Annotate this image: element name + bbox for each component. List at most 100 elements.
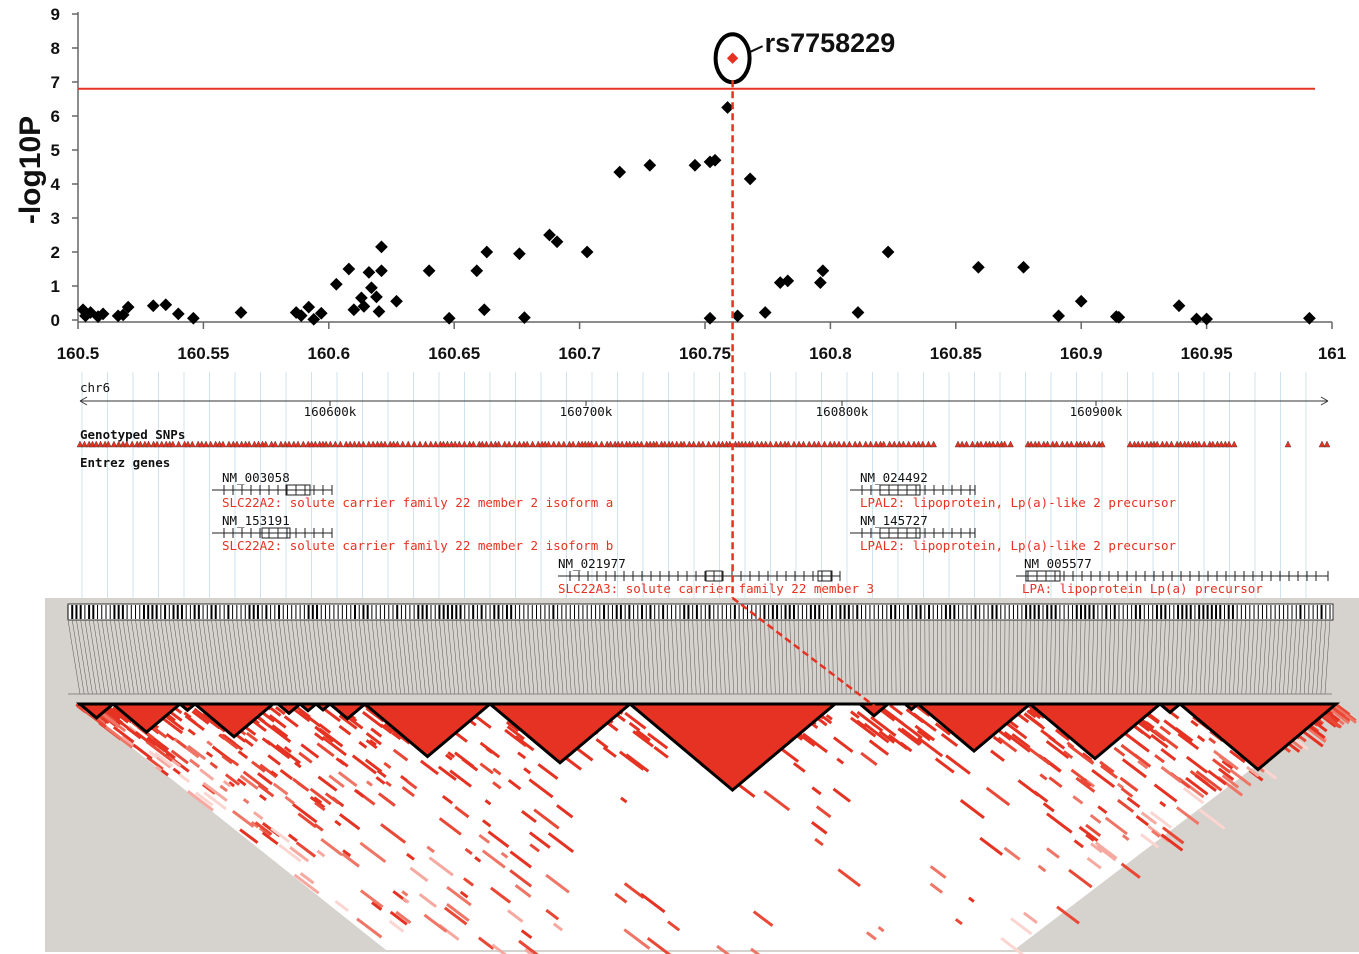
y-axis-label: -log10P <box>14 116 47 224</box>
snp-marker <box>394 440 401 448</box>
snp-marker <box>890 440 898 448</box>
ld-cell <box>1153 783 1178 803</box>
ld-cell <box>462 877 475 887</box>
ld-cell <box>856 710 884 733</box>
snp-connector <box>139 619 152 695</box>
ld-cell <box>478 833 491 844</box>
snp-connector <box>683 619 689 695</box>
snp-connector <box>1104 619 1107 695</box>
snp-marker <box>1284 440 1292 448</box>
snp-marker <box>685 440 693 448</box>
ld-cell <box>437 765 457 781</box>
snp-connector <box>519 619 526 695</box>
snp-connector <box>1237 619 1242 695</box>
snp-connector <box>641 619 647 695</box>
ld-cell <box>1089 813 1102 824</box>
ld-cell <box>832 787 851 803</box>
ld-cell <box>401 786 415 798</box>
snp-connector <box>409 619 418 695</box>
chromosome-tick-label: 160600k <box>304 404 357 419</box>
snp-marker <box>1139 440 1146 448</box>
ld-cell <box>990 749 1005 762</box>
snp-marker <box>115 440 123 448</box>
ld-cell <box>985 786 1011 807</box>
snp-connector <box>1074 619 1078 695</box>
snp-connector <box>717 619 722 695</box>
snp-connector <box>160 619 172 695</box>
snp-marker <box>1068 440 1075 448</box>
snp-marker <box>588 440 595 448</box>
ld-cell <box>1121 758 1147 779</box>
snp-point <box>116 308 130 322</box>
snp-marker <box>919 440 927 448</box>
ld-cell <box>1023 712 1046 730</box>
snp-connector <box>823 619 826 695</box>
snp-connector <box>1191 619 1196 695</box>
snp-marker <box>1185 440 1192 448</box>
snp-connector <box>557 619 564 695</box>
snp-connector <box>143 619 156 695</box>
snp-point <box>1303 311 1316 325</box>
snp-connector <box>819 619 822 695</box>
snp-point <box>851 306 865 319</box>
snp-connector <box>232 619 243 695</box>
snp-connector <box>494 619 501 695</box>
snp-marker <box>705 440 712 448</box>
snp-connector <box>1308 619 1314 695</box>
ld-cell <box>359 841 387 863</box>
ld-cell <box>506 725 525 741</box>
ld-cell <box>1003 846 1021 861</box>
snp-marker <box>294 440 302 448</box>
gene-description: LPAL2: lipoprotein, Lp(a)-like 2 precurs… <box>860 495 1177 510</box>
ld-cell <box>449 769 472 788</box>
snp-connector <box>1187 619 1191 695</box>
snp-marker <box>905 440 912 448</box>
snp-connector <box>396 619 406 695</box>
snp-marker <box>560 440 568 448</box>
ld-cell <box>1163 719 1187 738</box>
snp-connector <box>734 619 739 695</box>
ld-cell <box>228 781 236 788</box>
ld-cell <box>523 767 532 775</box>
snp-connector <box>1129 619 1132 695</box>
ld-cell <box>383 761 392 769</box>
ld-cell <box>792 762 806 773</box>
x-tick-label: 160.95 <box>1181 344 1233 363</box>
snp-connector <box>169 619 181 695</box>
snp-connector <box>287 619 297 695</box>
snp-marker <box>76 440 84 448</box>
snp-connector <box>173 619 185 695</box>
x-tick-label: 160.65 <box>428 344 480 363</box>
ld-cell <box>1073 839 1084 849</box>
snp-marker <box>1081 440 1088 448</box>
snp-marker <box>422 440 429 448</box>
ld-cell <box>388 919 405 933</box>
snp-connector <box>1212 619 1217 695</box>
snp-connector <box>755 619 759 695</box>
snp-marker <box>81 440 88 448</box>
snp-marker <box>219 440 227 448</box>
snp-connector <box>97 619 110 695</box>
ld-cell <box>1009 917 1033 936</box>
ld-cell <box>545 908 560 921</box>
snp-marker <box>851 440 859 448</box>
ld-cell <box>1208 737 1217 745</box>
snp-marker <box>719 440 726 448</box>
snp-connector <box>223 619 235 695</box>
ld-cell <box>1104 816 1128 836</box>
snp-marker <box>529 440 536 448</box>
snp-connector <box>540 619 547 695</box>
snp-point <box>1074 294 1088 308</box>
snp-marker <box>351 440 358 448</box>
snp-point <box>357 300 371 313</box>
ld-cell <box>187 744 207 761</box>
highlight-guide <box>731 80 878 709</box>
snp-marker <box>455 440 463 448</box>
snp-connector <box>451 619 460 695</box>
snp-connector <box>1274 619 1280 695</box>
snp-point <box>302 300 316 314</box>
snp-connector <box>595 619 601 695</box>
ld-cell <box>1211 758 1232 774</box>
snp-connector <box>426 619 435 695</box>
snp-connector <box>574 619 580 695</box>
